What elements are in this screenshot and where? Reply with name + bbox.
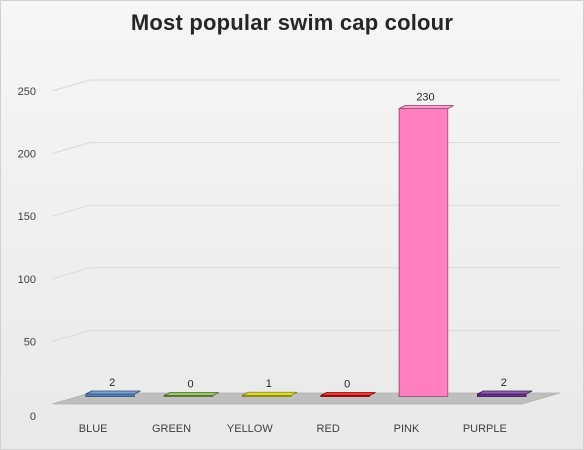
bar-red	[320, 391, 376, 398]
bars	[85, 104, 533, 398]
y-tick-label: 200	[18, 149, 36, 161]
y-axis-ticks: 0 50 100 150 200 250	[18, 86, 36, 423]
x-axis-ticks: BLUE GREEN YELLOW RED PINK PURPLE	[79, 423, 507, 435]
y-tick-label: 150	[18, 211, 36, 223]
x-tick-label: PURPLE	[463, 423, 507, 435]
gridlines	[51, 79, 560, 342]
bar-top	[85, 390, 141, 395]
chart-title: Most popular swim cap colour	[130, 10, 454, 35]
gridline-side	[51, 204, 91, 217]
x-tick-label: YELLOW	[227, 423, 273, 435]
x-tick-label: RED	[317, 423, 340, 435]
bar-top	[477, 390, 533, 395]
bar-yellow	[242, 391, 298, 398]
bar-front	[398, 108, 449, 397]
data-label: 2	[109, 377, 115, 389]
data-label: 1	[266, 378, 272, 390]
bar-purple	[477, 390, 533, 398]
bar-pink	[398, 104, 454, 398]
bar-top	[320, 392, 376, 396]
x-tick-label: BLUE	[79, 423, 108, 435]
bar-blue	[85, 390, 141, 398]
data-label: 0	[344, 379, 350, 391]
y-tick-label: 0	[30, 411, 36, 423]
bar-top	[399, 105, 454, 109]
gridline-side	[51, 142, 91, 155]
x-tick-label: GREEN	[152, 423, 191, 435]
data-label: 2	[501, 377, 507, 389]
y-tick-label: 100	[18, 274, 36, 286]
gridline-side	[51, 329, 91, 342]
bar-top	[164, 392, 219, 396]
bar-top	[242, 391, 298, 396]
bar-green	[163, 391, 219, 398]
gridline-side	[51, 79, 91, 92]
data-labels: 2 0 1 0 230 2	[109, 92, 507, 391]
y-tick-label: 250	[18, 86, 36, 98]
data-label: 230	[416, 92, 434, 104]
y-tick-label: 50	[24, 336, 36, 348]
x-tick-label: PINK	[394, 423, 420, 435]
gridline-side	[51, 267, 91, 280]
data-label: 0	[187, 379, 193, 391]
